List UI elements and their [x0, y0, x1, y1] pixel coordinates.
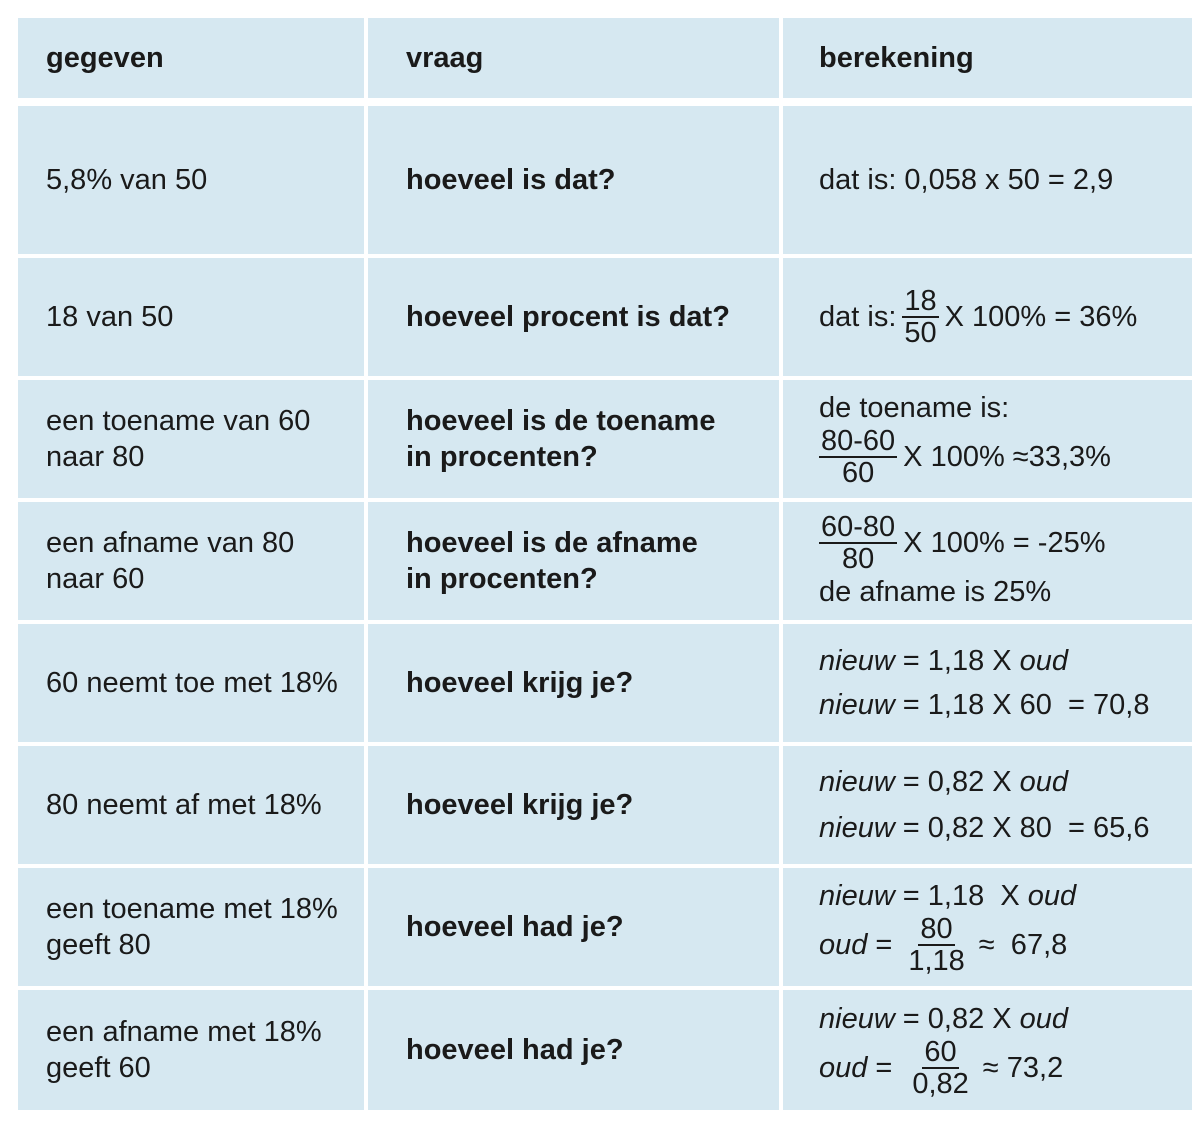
- table-row: een toename met 18% geeft 80 hoeveel had…: [18, 868, 1192, 986]
- fraction: 60 0,82: [910, 1037, 970, 1099]
- fraction: 80-60 60: [819, 425, 898, 489]
- calculation-cell: nieuw = 0,82 X oud oud = 60 0,82 ≈ 73,2: [783, 990, 1192, 1110]
- table-row: een afname met 18% geeft 60 hoeveel had …: [18, 990, 1192, 1110]
- table-row: een toename van 60 naar 80 hoeveel is de…: [18, 380, 1192, 498]
- header-vraag: vraag: [368, 18, 779, 98]
- table-header: gegeven vraag berekening: [18, 18, 1192, 98]
- header-berekening: berekening: [783, 18, 1192, 98]
- fraction-denominator: 1,18: [908, 945, 965, 977]
- fraction: 80 1,18: [906, 914, 966, 976]
- given-cell: een toename van 60 naar 80: [18, 380, 364, 498]
- fraction: 60-80 80: [819, 511, 898, 575]
- fraction: 18 50: [902, 285, 939, 349]
- question-cell: hoeveel is dat?: [368, 106, 779, 254]
- calculation-cell: de toename is: 80-60 60 X 100% ≈33,3%: [783, 380, 1192, 498]
- table-row: 60 neemt toe met 18% hoeveel krijg je? n…: [18, 624, 1192, 742]
- calculation-cell: dat is: 0,058 x 50 = 2,9: [783, 106, 1192, 254]
- fraction-numerator: 60: [922, 1036, 959, 1069]
- calculation-cell: nieuw = 1,18 X oud oud = 80 1,18 ≈ 67,8: [783, 868, 1192, 986]
- calculation-cell: nieuw = 0,82 X oud nieuw = 0,82 X 80 = 6…: [783, 746, 1192, 864]
- fraction-numerator: 60-80: [819, 511, 898, 544]
- given-cell: een toename met 18% geeft 80: [18, 868, 364, 986]
- given-cell: 5,8% van 50: [18, 106, 364, 254]
- fraction-denominator: 60: [841, 457, 875, 489]
- fraction-denominator: 0,82: [912, 1068, 969, 1100]
- question-cell: hoeveel is de toename in procenten?: [368, 380, 779, 498]
- question-cell: hoeveel krijg je?: [368, 624, 779, 742]
- table-row: 18 van 50 hoeveel procent is dat? dat is…: [18, 258, 1192, 376]
- question-cell: hoeveel had je?: [368, 868, 779, 986]
- given-cell: een afname van 80 naar 60: [18, 502, 364, 620]
- fraction-denominator: 50: [904, 317, 937, 349]
- question-cell: hoeveel is de afname in procenten?: [368, 502, 779, 620]
- question-cell: hoeveel procent is dat?: [368, 258, 779, 376]
- calculation-cell: dat is: 18 50 X 100% = 36%: [783, 258, 1192, 376]
- header-gegeven: gegeven: [18, 18, 364, 98]
- calculation-cell: nieuw = 1,18 X oud nieuw = 1,18 X 60 = 7…: [783, 624, 1192, 742]
- calculation-cell: 60-80 80 X 100% = -25% de afname is 25%: [783, 502, 1192, 620]
- fraction-numerator: 18: [902, 285, 939, 318]
- fraction-numerator: 80: [918, 913, 955, 946]
- given-cell: 60 neemt toe met 18%: [18, 624, 364, 742]
- fraction-numerator: 80-60: [819, 425, 898, 458]
- fraction-denominator: 80: [841, 543, 875, 575]
- question-cell: hoeveel had je?: [368, 990, 779, 1110]
- table-row: 80 neemt af met 18% hoeveel krijg je? ni…: [18, 746, 1192, 864]
- given-cell: 18 van 50: [18, 258, 364, 376]
- given-cell: 80 neemt af met 18%: [18, 746, 364, 864]
- question-cell: hoeveel krijg je?: [368, 746, 779, 864]
- given-cell: een afname met 18% geeft 60: [18, 990, 364, 1110]
- table-row: een afname van 80 naar 60 hoeveel is de …: [18, 502, 1192, 620]
- table-row: 5,8% van 50 hoeveel is dat? dat is: 0,05…: [18, 106, 1192, 254]
